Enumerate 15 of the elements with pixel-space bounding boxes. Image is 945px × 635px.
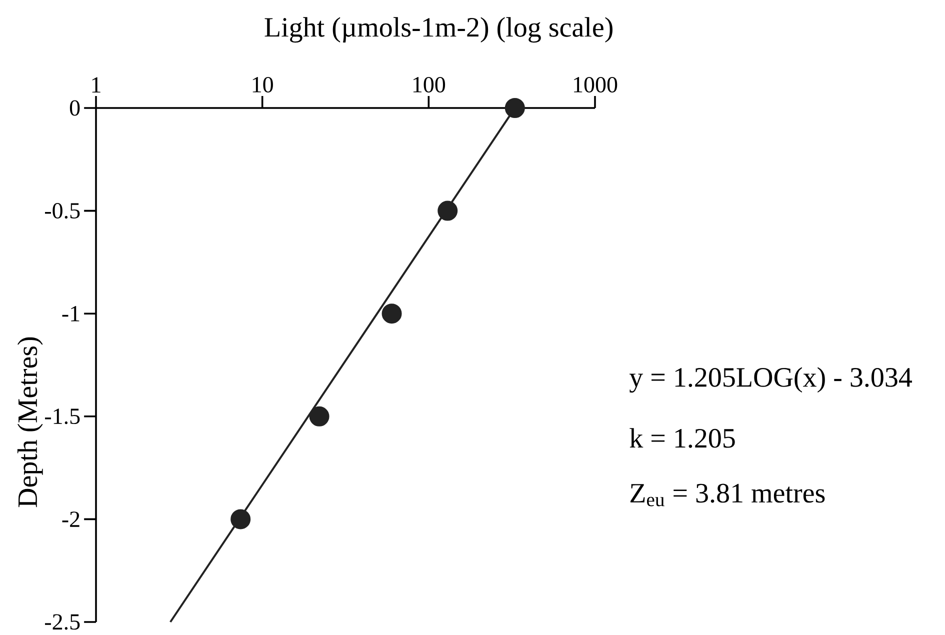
y-tick-label: -2: [62, 512, 80, 527]
text: y = 1.205LOG(x) - 3.034: [629, 367, 912, 393]
y-axis-title: Depth (Metres): [17, 337, 43, 508]
y-tick-label: 0: [70, 100, 80, 116]
x-tick-label: 1000: [574, 76, 618, 92]
x-tick-label: 1: [92, 77, 100, 92]
y-tick-label: -1.5: [45, 408, 80, 424]
text: Z$_{eu}$ = 3.81 metres: [630, 484, 825, 506]
y-tick-label: -1: [62, 306, 80, 322]
x-tick-label: 100: [413, 76, 446, 92]
x-axis-title: Light (µmols-1m-2) (log scale): [264, 17, 612, 43]
text: k = 1.205: [630, 428, 735, 448]
y-tick-label: -2.5: [45, 614, 80, 630]
y-tick-label: -0.5: [45, 202, 80, 219]
x-tick-label: 10: [252, 76, 273, 92]
